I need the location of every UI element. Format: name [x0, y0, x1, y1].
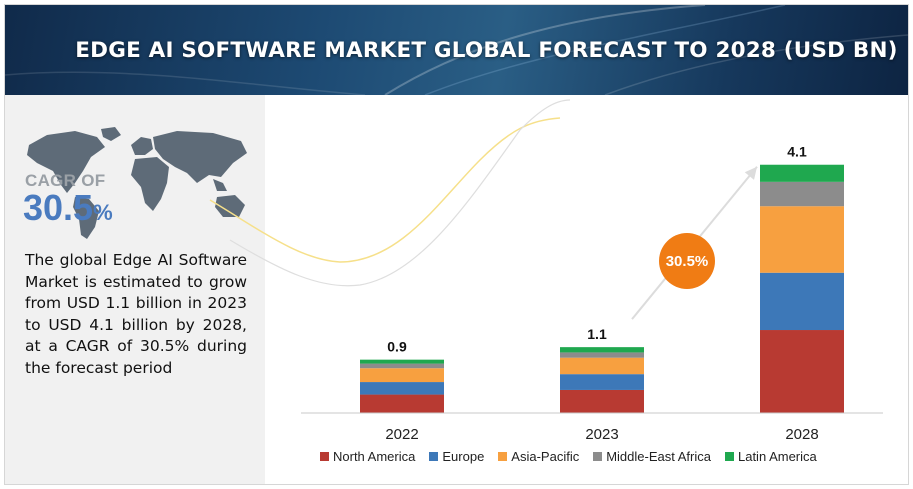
legend-item-latin-america: Latin America [724, 449, 817, 464]
legend-item-europe: Europe [429, 449, 484, 464]
bar-segment-2022-europe [360, 382, 444, 395]
cagr-number: 30.5 [23, 187, 94, 228]
banner-light-streaks [5, 5, 908, 95]
legend-label: Latin America [737, 449, 817, 464]
total-label-2023: 1.1 [587, 326, 607, 342]
legend-swatch [593, 452, 603, 461]
title-banner: EDGE AI SOFTWARE MARKET GLOBAL FORECAST … [5, 5, 908, 95]
total-label-2022: 0.9 [387, 339, 407, 355]
bar-segment-2028-latin-america [760, 164, 844, 182]
bar-segment-2028-europe [760, 272, 844, 331]
x-tick-label-2022: 2022 [385, 426, 418, 443]
legend-swatch [320, 452, 329, 461]
bar-segment-2022-middle-east-africa [360, 363, 444, 369]
legend-item-north-america: North America [320, 449, 415, 464]
bar-segment-2028-middle-east-africa [760, 181, 844, 207]
x-tick-label-2028: 2028 [785, 426, 818, 443]
bar-segment-2022-latin-america [360, 359, 444, 364]
growth-badge-label: 30.5% [666, 253, 709, 270]
growth-badge [659, 233, 715, 289]
cagr-unit: % [93, 200, 113, 225]
decorative-curve [229, 99, 571, 287]
bar-segment-2023-middle-east-africa [560, 352, 644, 358]
growth-arrow-head [744, 166, 757, 180]
legend-label: Europe [442, 449, 485, 464]
cagr-value: 30.5% [23, 188, 113, 233]
market-description: The global Edge AI Software Market is es… [25, 251, 247, 377]
legend-item-middle-east-africa: Middle-East Africa [593, 449, 711, 464]
page-title: EDGE AI SOFTWARE MARKET GLOBAL FORECAST … [75, 37, 898, 63]
bar-segment-2028-north-america [760, 330, 844, 413]
legend-swatch [498, 452, 508, 461]
bar-segment-2023-north-america [560, 389, 644, 413]
bar-segment-2023-asia-pacific [560, 357, 644, 375]
cagr-label: CAGR OF [25, 171, 106, 190]
legend-swatch [429, 452, 439, 461]
total-label-2028: 4.1 [787, 144, 807, 160]
bar-segment-2022-north-america [360, 394, 444, 413]
legend-item-asia-pacific: Asia-Pacific [498, 449, 579, 464]
bar-segment-2022-asia-pacific [360, 368, 444, 383]
bar-segment-2023-europe [560, 374, 644, 390]
legend-label: Middle-East Africa [606, 449, 711, 464]
bar-segment-2023-latin-america [560, 347, 644, 353]
decorative-curve [209, 117, 561, 263]
world-map-icon [27, 127, 247, 239]
chart-legend: North America Europe Asia-Pacific Middle-Ea… [320, 449, 817, 464]
bar-segment-2028-asia-pacific [760, 206, 844, 273]
x-tick-label-2023: 2023 [585, 426, 618, 443]
legend-label: North America [333, 449, 416, 464]
legend-label: Asia-Pacific [511, 449, 580, 464]
infographic-frame: EDGE AI SOFTWARE MARKET GLOBAL FORECAST … [4, 4, 909, 485]
legend-swatch [724, 452, 734, 461]
